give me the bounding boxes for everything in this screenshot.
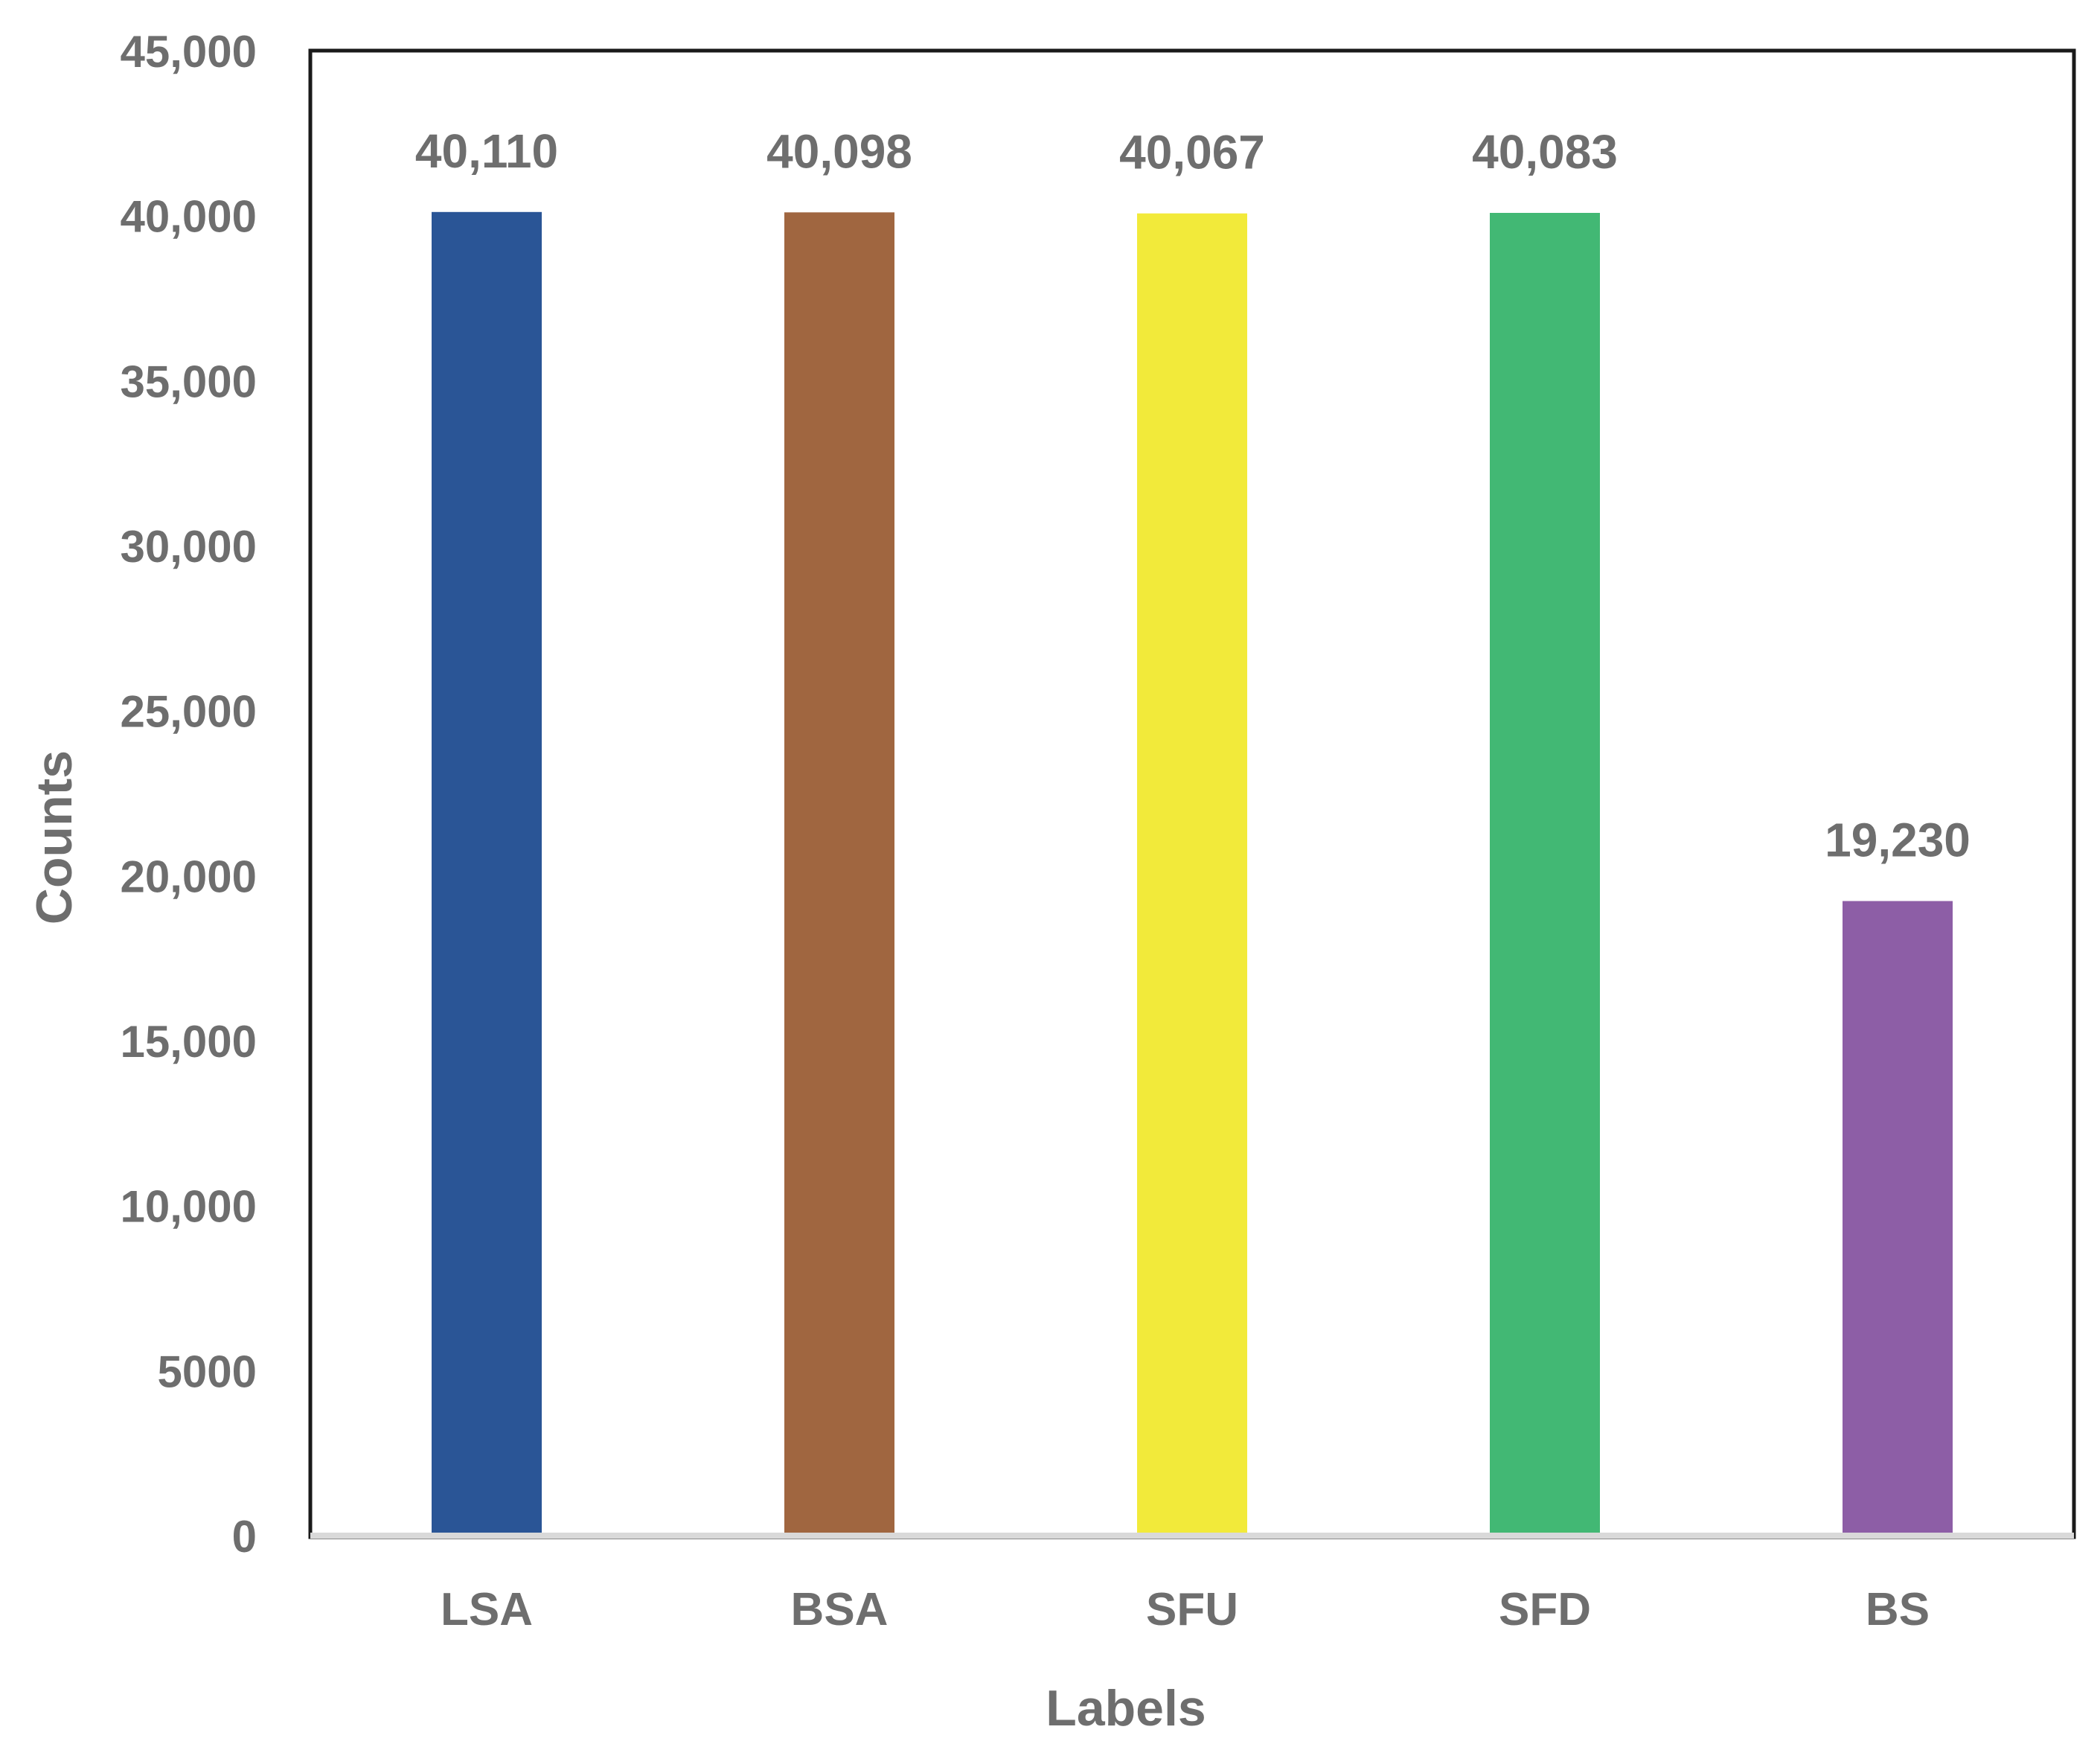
y-tick-label: 20,000 xyxy=(120,852,257,901)
x-tick-label-sfu: SFU xyxy=(1146,1584,1238,1635)
y-tick-label: 0 xyxy=(232,1512,257,1562)
y-tick-label: 10,000 xyxy=(120,1182,257,1232)
bar-lsa xyxy=(432,211,542,1536)
x-tick-label-bsa: BSA xyxy=(791,1584,889,1635)
x-axis-ticks: LSA BSA SFU SFD BS xyxy=(441,1584,1930,1635)
y-axis-title: Counts xyxy=(26,750,83,924)
y-tick-label: 15,000 xyxy=(120,1017,257,1067)
data-label-bsa: 40,098 xyxy=(766,124,912,178)
y-tick-label: 45,000 xyxy=(120,27,257,77)
y-tick-label: 35,000 xyxy=(120,357,257,406)
y-tick-label: 30,000 xyxy=(120,522,257,572)
bar-bsa xyxy=(784,212,894,1536)
bar-sfd xyxy=(1490,213,1600,1536)
bar-sfu xyxy=(1137,213,1247,1536)
data-labels: 40,110 40,098 40,067 40,083 19,230 xyxy=(415,124,1971,867)
x-tick-label-sfd: SFD xyxy=(1499,1584,1591,1635)
y-axis-ticks: 0 5000 10,000 15,000 20,000 25,000 30,000 35,00… xyxy=(120,27,257,1562)
bars-layer xyxy=(432,211,1953,1536)
y-tick-label: 25,000 xyxy=(120,687,257,737)
x-tick-label-bs: BS xyxy=(1866,1584,1930,1635)
y-tick-label: 5000 xyxy=(158,1347,257,1396)
y-tick-label: 40,000 xyxy=(120,192,257,242)
data-label-sfu: 40,067 xyxy=(1119,126,1265,179)
bar-bs xyxy=(1843,901,1953,1536)
x-axis-title: Labels xyxy=(1046,1680,1206,1737)
data-label-sfd: 40,083 xyxy=(1472,125,1618,179)
data-label-lsa: 40,110 xyxy=(415,124,558,178)
x-tick-label-lsa: LSA xyxy=(441,1584,533,1635)
data-label-bs: 19,230 xyxy=(1825,814,1971,867)
